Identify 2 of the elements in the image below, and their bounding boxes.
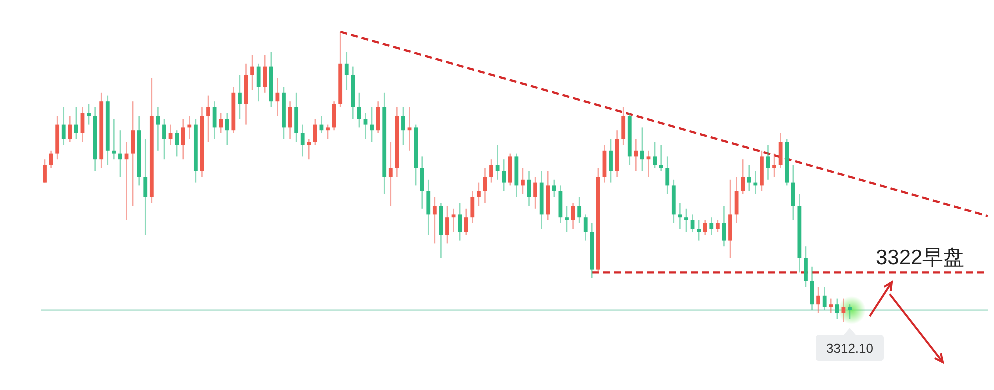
annotation: 3322早盘 bbox=[876, 246, 965, 270]
annotation: 3312.10 bbox=[816, 328, 884, 362]
